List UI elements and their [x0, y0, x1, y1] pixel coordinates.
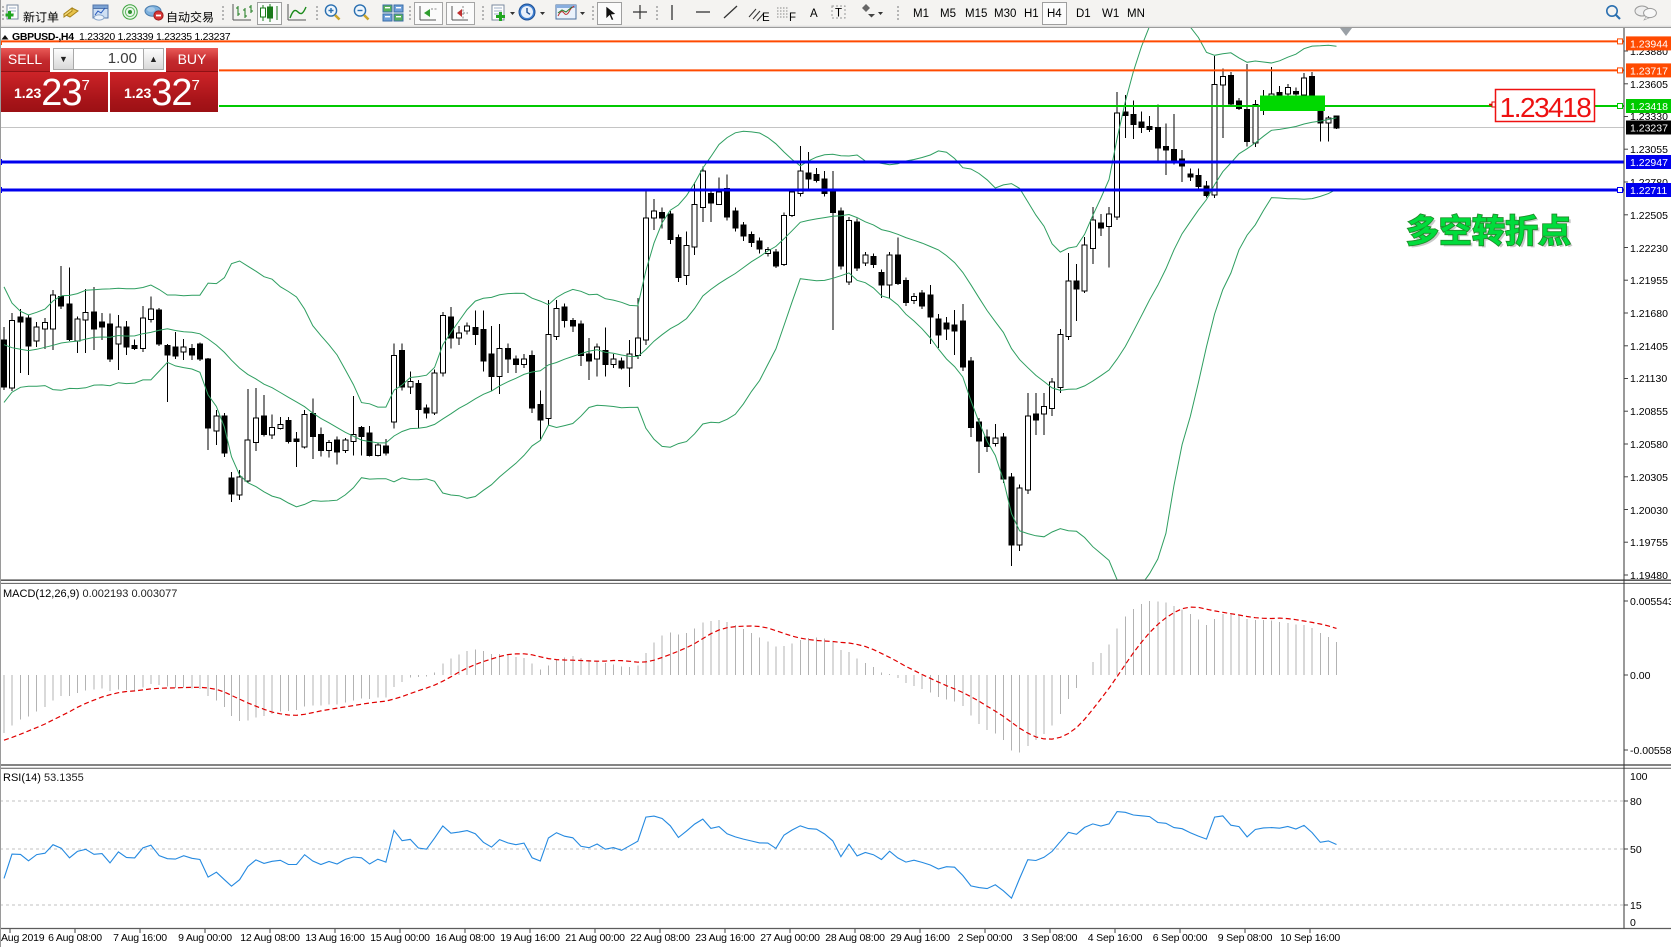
svg-text:7 Aug 16:00: 7 Aug 16:00 [113, 932, 167, 944]
svg-text:-0.005583: -0.005583 [1630, 745, 1671, 757]
svg-text:1.21680: 1.21680 [1630, 308, 1668, 320]
svg-text:F: F [789, 12, 796, 24]
svg-text:12 Aug 08:00: 12 Aug 08:00 [240, 932, 300, 944]
svg-text:H1: H1 [1024, 8, 1039, 20]
svg-text:M30: M30 [994, 8, 1016, 20]
svg-text:H4: H4 [1047, 8, 1062, 20]
svg-text:1.23330: 1.23330 [1630, 111, 1668, 123]
svg-text:4 Sep 16:00: 4 Sep 16:00 [1088, 932, 1143, 944]
svg-text:21 Aug 00:00: 21 Aug 00:00 [565, 932, 625, 944]
svg-text:9 Aug 00:00: 9 Aug 00:00 [178, 932, 232, 944]
svg-text:D1: D1 [1076, 8, 1091, 20]
svg-text:80: 80 [1630, 796, 1642, 808]
svg-text:1.19755: 1.19755 [1630, 537, 1668, 549]
svg-text:29 Aug 16:00: 29 Aug 16:00 [890, 932, 950, 944]
svg-text:15: 15 [1630, 900, 1642, 912]
svg-text:1.22711: 1.22711 [1630, 185, 1667, 197]
svg-text:1.19480: 1.19480 [1630, 570, 1668, 582]
svg-text:50: 50 [1630, 844, 1642, 856]
svg-text:MN: MN [1127, 8, 1145, 20]
svg-text:13 Aug 16:00: 13 Aug 16:00 [305, 932, 365, 944]
svg-text:10 Sep 16:00: 10 Sep 16:00 [1280, 932, 1340, 944]
svg-text:T: T [835, 8, 842, 20]
svg-text:1.21955: 1.21955 [1630, 275, 1668, 287]
svg-text:1.20580: 1.20580 [1630, 439, 1668, 451]
svg-text:M15: M15 [965, 8, 987, 20]
svg-text:1.23418: 1.23418 [1630, 101, 1668, 113]
svg-text:E: E [762, 12, 770, 24]
svg-text:22 Aug 08:00: 22 Aug 08:00 [630, 932, 690, 944]
svg-text:9 Sep 08:00: 9 Sep 08:00 [1218, 932, 1273, 944]
svg-text:M1: M1 [913, 8, 929, 20]
svg-text:Aug 2019: Aug 2019 [1, 932, 45, 944]
svg-text:1.23237: 1.23237 [1630, 123, 1668, 135]
svg-text:1.22947: 1.22947 [1630, 157, 1668, 169]
svg-text:1.23605: 1.23605 [1630, 79, 1668, 91]
svg-text:1.23055: 1.23055 [1630, 144, 1668, 156]
svg-text:1.20855: 1.20855 [1630, 406, 1668, 418]
svg-text:M5: M5 [940, 8, 956, 20]
svg-text:1.23320 1.23339 1.23235 1.2323: 1.23320 1.23339 1.23235 1.23237 [79, 31, 231, 43]
svg-text:0: 0 [1630, 917, 1636, 929]
svg-text:16 Aug 08:00: 16 Aug 08:00 [435, 932, 495, 944]
svg-text:6 Aug 08:00: 6 Aug 08:00 [48, 932, 102, 944]
svg-text:0.005543: 0.005543 [1630, 596, 1671, 608]
svg-text:RSI(14) 53.1355: RSI(14) 53.1355 [3, 772, 84, 784]
svg-text:3 Sep 08:00: 3 Sep 08:00 [1023, 932, 1078, 944]
svg-text:1.21130: 1.21130 [1630, 373, 1667, 385]
svg-text:1.23944: 1.23944 [1630, 38, 1668, 50]
svg-text:23 Aug 16:00: 23 Aug 16:00 [695, 932, 755, 944]
svg-text:1.21405: 1.21405 [1630, 341, 1668, 353]
svg-text:W1: W1 [1102, 8, 1119, 20]
svg-text:1.22505: 1.22505 [1630, 210, 1668, 222]
svg-text:GBPUSD-,H4: GBPUSD-,H4 [12, 31, 74, 43]
svg-text:0.00: 0.00 [1630, 670, 1651, 682]
svg-text:1.23418: 1.23418 [1500, 92, 1592, 123]
svg-text:28 Aug 08:00: 28 Aug 08:00 [825, 932, 885, 944]
svg-text:27 Aug 00:00: 27 Aug 00:00 [760, 932, 820, 944]
svg-text:100: 100 [1630, 771, 1648, 783]
svg-text:A: A [810, 8, 818, 20]
svg-text:15 Aug 00:00: 15 Aug 00:00 [370, 932, 430, 944]
svg-text:1.20305: 1.20305 [1630, 472, 1668, 484]
svg-text:6 Sep 00:00: 6 Sep 00:00 [1153, 932, 1208, 944]
svg-text:19 Aug 16:00: 19 Aug 16:00 [500, 932, 560, 944]
svg-text:MACD(12,26,9) 0.002193 0.00307: MACD(12,26,9) 0.002193 0.003077 [3, 588, 177, 600]
svg-text:1.20030: 1.20030 [1630, 505, 1668, 517]
svg-text:1.22230: 1.22230 [1630, 243, 1668, 255]
svg-text:2 Sep 00:00: 2 Sep 00:00 [958, 932, 1013, 944]
svg-text:1.23717: 1.23717 [1630, 65, 1668, 77]
